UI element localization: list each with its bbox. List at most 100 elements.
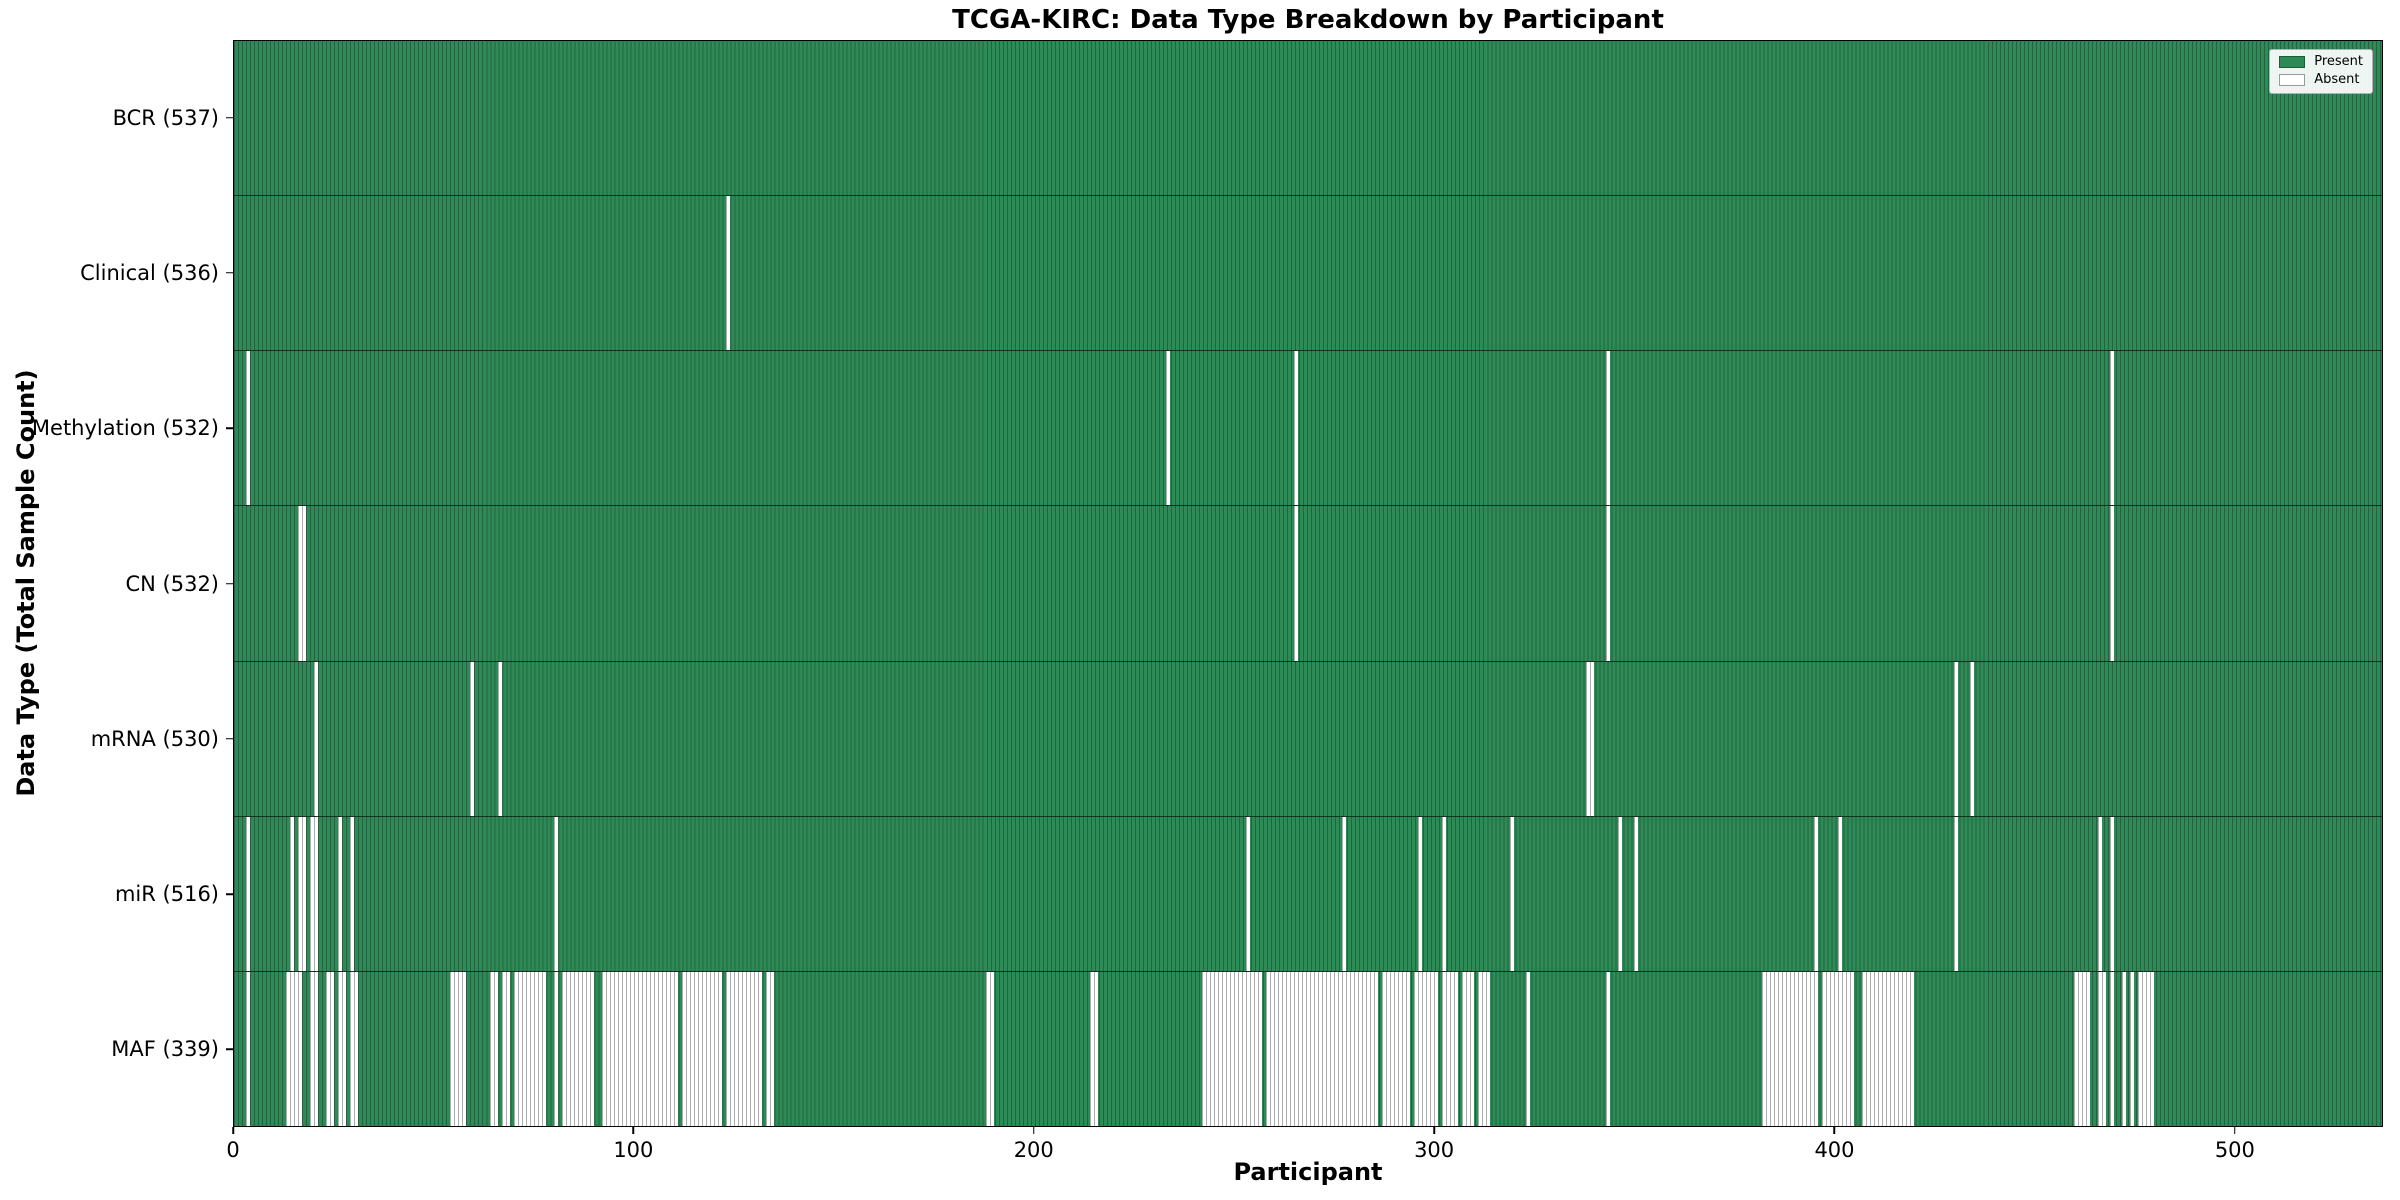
absent-stripe: [1442, 971, 1458, 1126]
absent-stripe: [338, 971, 346, 1126]
absent-stripe: [2110, 351, 2114, 506]
y-tick-label: mRNA (530): [90, 726, 219, 751]
legend-absent-swatch: [2279, 74, 2306, 87]
y-tick-label: Clinical (536): [80, 260, 219, 285]
absent-stripe: [2110, 816, 2114, 971]
absent-stripe: [286, 971, 302, 1126]
absent-stripe: [2122, 971, 2126, 1126]
absent-stripe: [314, 661, 318, 816]
absent-stripe: [1606, 351, 1610, 506]
legend: Present Absent: [2269, 49, 2373, 94]
absent-stripe: [554, 971, 558, 1126]
absent-stripe: [1294, 506, 1298, 661]
absent-stripe: [1462, 971, 1474, 1126]
y-tick-label: Methylation (532): [31, 416, 219, 441]
data-type-row-miR: [234, 816, 2382, 972]
legend-present-label: Present: [2314, 54, 2363, 69]
y-tick-label: MAF (339): [111, 1037, 219, 1062]
absent-stripe: [1954, 661, 1958, 816]
x-axis: 0 100 200 300 400 500: [226, 1127, 2383, 1187]
absent-stripe: [1510, 816, 1514, 971]
absent-stripe: [1294, 351, 1298, 506]
x-tick-label: 300: [1414, 1138, 1455, 1162]
y-tick-label: miR (516): [114, 882, 219, 907]
absent-stripe: [1418, 816, 1422, 971]
x-tick-label: 100: [613, 1138, 654, 1162]
absent-stripe: [350, 816, 354, 971]
absent-stripe: [514, 971, 546, 1126]
absent-stripe: [450, 971, 466, 1126]
absent-stripe: [1606, 506, 1610, 661]
absent-stripe: [246, 351, 250, 506]
y-axis: BCR (537) Clinical (536) Methylation (532)…: [0, 40, 233, 1127]
absent-stripe: [1618, 816, 1622, 971]
y-tick-mark: [226, 116, 233, 119]
absent-stripe: [1342, 816, 1346, 971]
absent-stripe: [554, 816, 558, 971]
absent-stripe: [1090, 971, 1098, 1126]
x-tick-mark: [1433, 1127, 1435, 1134]
absent-stripe: [1970, 661, 1974, 816]
x-tick-label: 400: [1814, 1138, 1855, 1162]
y-tick-mark: [226, 893, 233, 895]
data-type-row-Clinical: [234, 196, 2382, 352]
absent-stripe: [1414, 971, 1438, 1126]
absent-stripe: [298, 506, 306, 661]
absent-stripe: [766, 971, 774, 1126]
absent-stripe: [298, 816, 306, 971]
chart-title: TCGA-KIRC: Data Type Breakdown by Partic…: [952, 5, 1664, 35]
absent-stripe: [470, 661, 474, 816]
y-tick-mark: [226, 427, 233, 429]
absent-stripe: [2110, 971, 2114, 1126]
legend-item-absent: Absent: [2279, 72, 2363, 88]
absent-stripe: [1442, 816, 1446, 971]
absent-stripe: [2098, 816, 2102, 971]
absent-stripe: [1202, 971, 1262, 1126]
absent-stripe: [1166, 351, 1170, 506]
absent-stripe: [1478, 971, 1490, 1126]
absent-stripe: [2138, 971, 2154, 1126]
plot-area: Present Absent: [233, 40, 2383, 1127]
data-type-row-CN: [234, 506, 2382, 662]
absent-stripe: [310, 816, 318, 971]
data-type-row-BCR: [234, 41, 2382, 197]
absent-stripe: [246, 816, 250, 971]
absent-stripe: [2110, 506, 2114, 661]
absent-stripe: [498, 661, 502, 816]
x-tick-mark: [632, 1127, 635, 1134]
y-tick-mark: [226, 1048, 233, 1051]
absent-stripe: [2098, 971, 2106, 1126]
absent-stripe: [682, 971, 722, 1126]
absent-stripe: [2074, 971, 2090, 1126]
data-type-row-mRNA: [234, 661, 2382, 817]
absent-stripe: [562, 971, 594, 1126]
y-tick-label: BCR (537): [112, 105, 219, 130]
absent-stripe: [1634, 816, 1638, 971]
data-type-row-MAF: [234, 971, 2382, 1126]
absent-stripe: [726, 196, 730, 351]
y-tick-mark: [226, 582, 233, 585]
plot-rows: [234, 41, 2382, 1126]
y-tick-label: CN (532): [125, 571, 219, 596]
absent-stripe: [1606, 971, 1610, 1126]
absent-stripe: [1862, 971, 1914, 1126]
x-tick-mark: [232, 1127, 234, 1134]
x-tick-mark: [2234, 1127, 2236, 1134]
absent-stripe: [1246, 816, 1250, 971]
y-tick-mark: [226, 272, 233, 274]
absent-stripe: [338, 816, 342, 971]
absent-stripe: [1586, 661, 1594, 816]
absent-stripe: [502, 971, 510, 1126]
absent-stripe: [1822, 971, 1854, 1126]
absent-stripe: [326, 971, 334, 1126]
legend-absent-label: Absent: [2314, 72, 2360, 88]
absent-stripe: [1526, 971, 1530, 1126]
legend-item-present: Present: [2279, 54, 2363, 69]
absent-stripe: [726, 971, 762, 1126]
x-tick-label: 0: [226, 1138, 240, 1162]
absent-stripe: [310, 971, 318, 1126]
x-tick-label: 500: [2214, 1138, 2255, 1162]
x-tick-mark: [1032, 1127, 1035, 1134]
data-type-row-Methylation: [234, 351, 2382, 507]
